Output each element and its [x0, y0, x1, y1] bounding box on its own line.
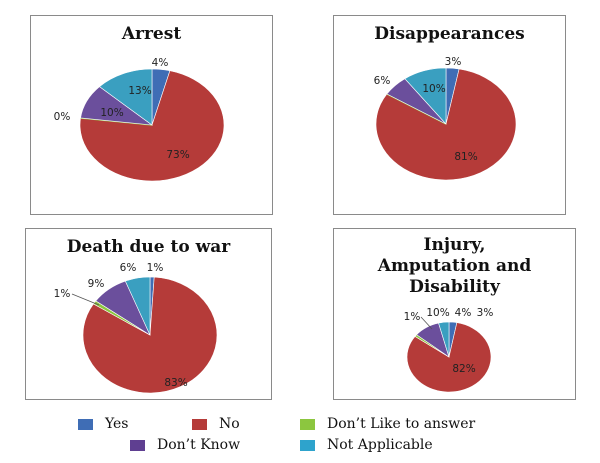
legend-label: Not Applicable: [327, 437, 433, 453]
label-leader-line: [420, 316, 433, 330]
legend-label: Don’t Know: [157, 437, 241, 453]
data-label-dont-know: 10%: [100, 107, 123, 119]
data-label-dont-like: 1%: [54, 288, 71, 300]
label-leader-line: [71, 293, 100, 306]
data-label-no: 81%: [454, 151, 477, 163]
legend-swatch: [300, 418, 315, 430]
legend-item-yes: Yes: [78, 416, 129, 432]
legend-item-dont-know: Don’t Know: [130, 437, 240, 453]
data-label-dont-like: 1%: [404, 311, 421, 323]
legend-swatch: [300, 439, 315, 451]
data-label-yes: 3%: [445, 56, 462, 68]
data-label-dont-know: 10%: [426, 307, 449, 319]
data-label-not-applicable: 13%: [128, 85, 151, 97]
data-label-yes: 1%: [147, 262, 164, 274]
data-label-no: 83%: [164, 377, 187, 389]
pie-slice-not-applicable: [404, 67, 447, 125]
chart-box-injury: Injury, Amputation and Disability: [333, 228, 576, 400]
legend-swatch: [192, 418, 207, 430]
pie-slice-no: [375, 68, 517, 181]
legend-label: Yes: [105, 416, 129, 432]
data-label-dont-know: 6%: [374, 75, 391, 87]
pie-slice-not-applicable: [124, 276, 151, 336]
chart-box-disappearances: Disappearances: [333, 15, 566, 215]
data-label-yes: 3%: [477, 307, 494, 319]
legend-swatch: [130, 439, 145, 451]
legend-item-dont-like: Don’t Like to answer: [300, 416, 475, 432]
data-label-not-applicable: 10%: [422, 83, 445, 95]
data-label-no: 73%: [166, 149, 189, 161]
chart-title: Disappearances: [374, 24, 525, 44]
legend-label: Don’t Like to answer: [327, 416, 476, 432]
data-label-not-applicable: 4%: [455, 307, 472, 319]
data-label-not-applicable: 6%: [120, 262, 137, 274]
legend-label: No: [219, 416, 240, 432]
data-label-dont-like: 0%: [54, 111, 71, 123]
chart-title-line: Disability: [409, 277, 500, 297]
pie-slice-not-applicable: [438, 321, 450, 358]
chart-title: Injury, Amputation and Disability: [334, 235, 575, 298]
chart-title-line: Injury,: [423, 235, 486, 255]
data-label-no: 82%: [452, 363, 475, 375]
chart-title: Death due to war: [66, 237, 231, 257]
data-label-dont-know: 9%: [88, 278, 105, 290]
chart-title: Arrest: [121, 24, 182, 44]
legend-item-not-applicable: Not Applicable: [300, 437, 433, 453]
chart-title-line: Amputation and: [377, 256, 532, 276]
pie-slice-not-applicable: [99, 68, 153, 126]
legend-swatch: [78, 418, 93, 430]
pie-slice-no: [79, 70, 225, 182]
legend-item-no: No: [192, 416, 240, 432]
data-label-yes: 4%: [152, 57, 169, 69]
